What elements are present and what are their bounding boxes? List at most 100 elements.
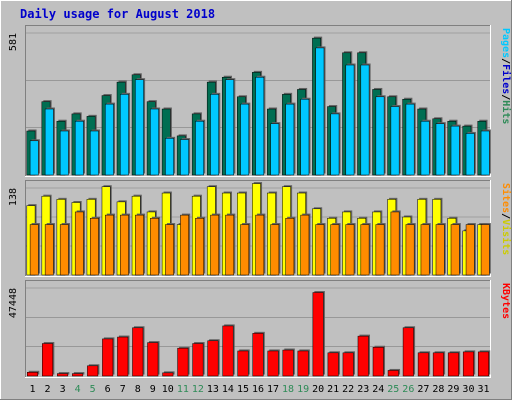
bar-files-day-13 [210,94,220,176]
bar-files-day-27 [420,120,430,176]
bar-kbytes-day-5 [87,365,99,377]
bar-files-day-15 [240,103,250,176]
day-label-16: 16 [252,384,264,395]
bar-kbytes-day-26 [402,327,414,377]
day-label-25: 25 [387,384,399,395]
bar-sites-day-20 [315,224,325,276]
bar-files-day-18 [285,103,295,176]
bar-files-day-3 [59,130,69,176]
bar-sites-day-15 [240,224,250,276]
bar-files-day-26 [405,103,415,176]
bar-kbytes-day-24 [372,347,384,377]
bar-sites-day-17 [270,224,280,276]
bar-kbytes-day-6 [102,338,114,377]
bar-kbytes-day-20 [312,292,324,377]
bar-kbytes-day-2 [42,343,54,377]
bar-files-day-6 [105,103,114,176]
bar-files-day-10 [165,138,174,176]
legend-entry: Visits [500,219,512,255]
legend-entry: / [500,58,511,64]
bar-files-day-16 [255,76,265,176]
bar-files-day-31 [480,130,490,176]
day-labels: 1 2 3 4 5 6 7 8 9 10 11 12 13 14 15 16 17 18 19 20 21 22 23 24 2… [30,384,490,395]
bar-files-day-23 [360,64,370,176]
bar-sites-day-29 [450,224,460,276]
bar-sites-day-26 [405,224,415,276]
panel-legend: Pages/Files/Hits [500,28,512,124]
bar-sites-day-21 [330,224,340,276]
day-label-22: 22 [342,384,354,395]
bar-kbytes-day-27 [417,352,429,377]
bar-files-day-24 [375,96,385,176]
bar-kbytes-day-3 [57,373,69,377]
bar-kbytes-day-28 [432,352,444,377]
bar-sites-day-6 [105,214,114,276]
bar-kbytes-day-4 [72,373,84,377]
bar-sites-day-30 [465,224,475,276]
bar-kbytes-day-9 [147,342,159,377]
panel-legend: KBytes [500,283,511,319]
bar-files-day-30 [465,133,475,176]
bar-sites-day-24 [375,224,385,276]
day-label-7: 7 [120,384,126,395]
bar-files-day-25 [390,106,400,176]
day-label-4: 4 [75,384,81,395]
bar-sites-day-18 [285,218,295,276]
bar-files-day-1 [29,140,39,176]
day-label-27: 27 [417,384,429,395]
bar-files-day-28 [435,123,445,176]
panel-visits_sites: 138 Sites/Visits [8,180,512,277]
bar-sites-day-23 [360,224,370,276]
day-label-10: 10 [162,384,174,395]
bar-sites-day-3 [59,224,69,276]
day-label-2: 2 [45,384,51,395]
chart-title: Daily usage for August 2018 [20,7,215,21]
bar-sites-day-19 [300,214,310,276]
bar-kbytes-day-17 [267,350,279,377]
bar-kbytes-day-25 [387,370,399,377]
bar-sites-day-2 [44,224,54,276]
panel-max-label: 581 [8,33,19,51]
bar-files-day-2 [44,108,54,176]
day-label-20: 20 [312,384,324,395]
bar-kbytes-day-16 [252,333,264,377]
day-label-15: 15 [237,384,249,395]
bar-kbytes-day-31 [477,351,489,377]
bar-files-day-20 [315,47,325,176]
bar-kbytes-day-8 [132,327,144,377]
bar-kbytes-day-1 [27,372,39,377]
bar-files-day-4 [74,120,84,176]
bar-kbytes-day-19 [297,350,309,377]
bar-sites-day-27 [420,224,430,276]
day-label-21: 21 [327,384,339,395]
panel-hits_files: 581 Pages/Files/Hits [8,25,512,177]
bar-kbytes-day-11 [177,347,189,377]
day-label-6: 6 [105,384,111,395]
bar-sites-day-22 [345,224,355,276]
bar-sites-day-7 [120,214,129,276]
legend-entry: / [500,94,511,100]
legend-entry: KBytes [500,283,511,319]
bar-sites-day-8 [135,214,144,276]
bar-kbytes-day-21 [327,352,339,377]
day-label-19: 19 [297,384,309,395]
bar-sites-day-1 [29,224,39,276]
day-label-18: 18 [282,384,294,395]
bar-files-day-9 [150,108,159,176]
bar-sites-day-5 [89,218,99,276]
day-label-8: 8 [135,384,141,395]
bar-files-day-8 [135,79,144,176]
bar-shadow [58,372,70,375]
bar-kbytes-day-22 [342,352,354,377]
bar-sites-day-25 [390,211,400,276]
legend-entry: / [500,213,511,219]
bar-sites-day-16 [255,214,265,276]
bar-files-day-29 [450,125,460,176]
day-label-17: 17 [267,384,279,395]
day-label-24: 24 [372,384,384,395]
bar-sites-day-28 [435,224,445,276]
bar-files-day-11 [180,139,189,176]
day-label-30: 30 [462,384,474,395]
